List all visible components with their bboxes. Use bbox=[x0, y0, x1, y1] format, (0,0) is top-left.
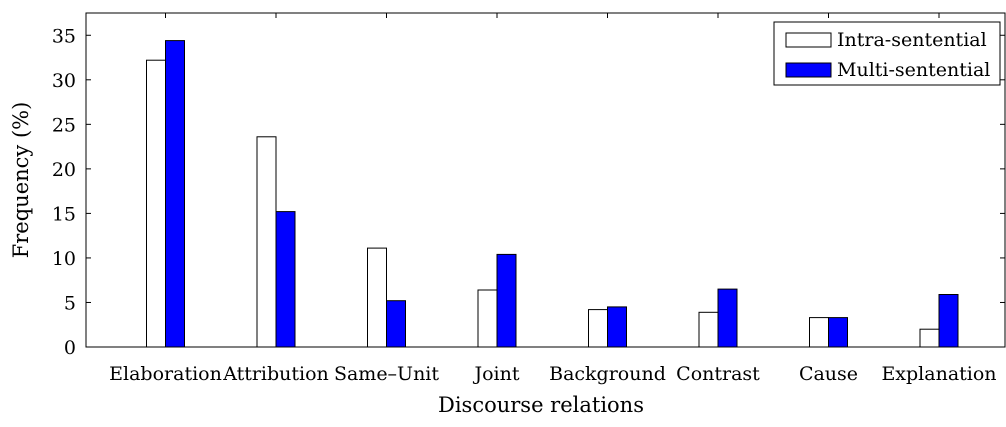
plot-frame bbox=[85, 12, 1006, 348]
y-axis-label: Frequency (%) bbox=[9, 102, 33, 259]
x-tick-label: Background bbox=[549, 363, 666, 385]
y-tick-label: 25 bbox=[52, 114, 76, 136]
x-tick-label: Joint bbox=[472, 363, 519, 385]
x-tick-label: Explanation bbox=[881, 363, 996, 385]
bar-multi-sentential-background bbox=[607, 306, 627, 348]
x-tick-label: Elaboration bbox=[109, 363, 222, 385]
y-tick-label: 20 bbox=[52, 159, 76, 181]
bar-intra-sentential-joint bbox=[477, 289, 498, 348]
bar-intra-sentential-contrast bbox=[698, 311, 719, 348]
bar-intra-sentential-explanation bbox=[919, 328, 940, 348]
x-axis-label: Discourse relations bbox=[438, 393, 644, 417]
legend-swatch-intra-sentential bbox=[785, 32, 832, 48]
y-tick-label: 10 bbox=[52, 248, 76, 270]
bar-multi-sentential-elaboration bbox=[165, 40, 185, 348]
bar-multi-sentential-contrast bbox=[717, 288, 738, 348]
legend-label-intra-sentential: Intra-sentential bbox=[837, 29, 987, 51]
y-tick-label: 15 bbox=[52, 203, 76, 225]
legend: Intra-sentential Multi-sentential bbox=[773, 21, 1001, 86]
bars-layer bbox=[146, 40, 959, 348]
y-tick-label: 30 bbox=[52, 70, 76, 92]
bar-intra-sentential-same-unit bbox=[367, 247, 387, 348]
x-tick-label: Contrast bbox=[676, 363, 760, 385]
x-tick-label: Same–Unit bbox=[334, 363, 439, 385]
y-tick-label: 35 bbox=[52, 25, 76, 47]
legend-swatch-multi-sentential bbox=[785, 62, 832, 78]
y-tick-label: 5 bbox=[64, 292, 76, 314]
bar-intra-sentential-elaboration bbox=[146, 59, 166, 348]
bar-multi-sentential-cause bbox=[828, 317, 848, 348]
legend-label-multi-sentential: Multi-sentential bbox=[837, 59, 990, 81]
x-tick-label: Cause bbox=[799, 363, 858, 385]
bar-intra-sentential-attribution bbox=[256, 136, 277, 348]
x-tick-label: Attribution bbox=[222, 363, 329, 385]
bar-intra-sentential-background bbox=[588, 309, 608, 348]
ticks-layer: Elaboration Attribution Same–Unit Joint Back… bbox=[52, 13, 1005, 385]
bar-multi-sentential-same-unit bbox=[386, 300, 406, 348]
bar-intra-sentential-cause bbox=[809, 317, 829, 348]
bar-multi-sentential-joint bbox=[496, 253, 517, 348]
bar-multi-sentential-explanation bbox=[938, 294, 959, 348]
bar-multi-sentential-attribution bbox=[275, 211, 296, 348]
y-tick-label: 0 bbox=[64, 337, 76, 359]
